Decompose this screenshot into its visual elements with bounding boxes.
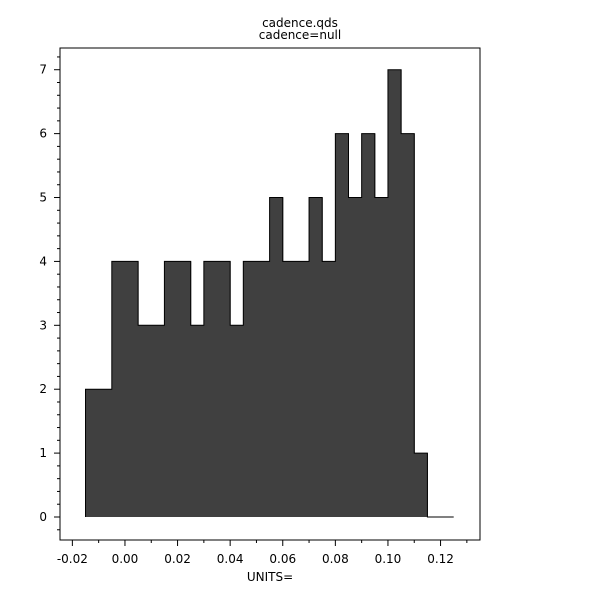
histogram-bar [309, 197, 323, 517]
chart-title: cadence.qds [262, 16, 338, 30]
y-tick-label: 5 [39, 191, 47, 205]
histogram-bar [401, 133, 415, 517]
histogram-bar [190, 325, 205, 517]
x-tick-label: 0.12 [427, 552, 454, 566]
y-tick-label: 1 [39, 446, 47, 460]
histogram-bar [335, 133, 350, 517]
histogram-bar [164, 261, 179, 517]
histogram-bar [322, 261, 336, 517]
histogram-bar [374, 197, 389, 517]
histogram-bar [217, 261, 231, 517]
y-tick-label: 3 [39, 318, 47, 332]
histogram-bar [124, 261, 139, 517]
y-tick-label: 7 [39, 63, 47, 77]
histogram-bar [85, 389, 100, 517]
x-tick-label: 0.04 [217, 552, 244, 566]
x-tick-label: 0.10 [375, 552, 402, 566]
chart-subtitle: cadence=null [258, 28, 342, 42]
histogram-bar [269, 197, 284, 517]
histogram-bar [256, 261, 271, 517]
x-tick-label: -0.02 [57, 552, 88, 566]
y-tick-label: 0 [39, 510, 47, 524]
histogram-bar [361, 133, 376, 517]
plot-frame [59, 47, 481, 541]
x-axis-label: UNITS= [246, 570, 294, 584]
histogram-outline [85, 69, 454, 518]
histogram-bar [177, 261, 192, 517]
histogram-bar [111, 261, 126, 517]
x-tick-label: 0.06 [269, 552, 296, 566]
histogram-bar [138, 325, 152, 517]
histogram-bar [295, 261, 310, 517]
y-tick-label: 6 [39, 127, 47, 141]
histogram-bar [282, 261, 297, 517]
histogram-bar [98, 389, 113, 517]
histogram-bar [203, 261, 218, 517]
histogram-bar [243, 261, 257, 517]
histogram-bar [230, 325, 244, 517]
y-tick-label: 4 [39, 254, 47, 268]
x-tick-label: 0.08 [322, 552, 349, 566]
histogram-bar [387, 69, 402, 517]
histogram-bar [151, 325, 165, 517]
x-tick-label: 0.02 [164, 552, 191, 566]
x-tick-label: 0.00 [112, 552, 139, 566]
y-tick-label: 2 [39, 382, 47, 396]
histogram-bar [348, 197, 363, 517]
histogram-bar [414, 453, 428, 517]
